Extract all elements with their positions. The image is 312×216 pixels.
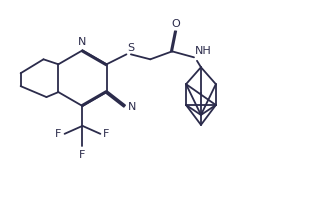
Text: NH: NH xyxy=(195,46,212,56)
Text: F: F xyxy=(79,150,86,160)
Text: N: N xyxy=(127,102,136,112)
Text: S: S xyxy=(127,43,134,53)
Text: F: F xyxy=(55,129,61,139)
Text: N: N xyxy=(78,37,87,47)
Text: F: F xyxy=(103,129,110,139)
Text: O: O xyxy=(172,19,181,29)
